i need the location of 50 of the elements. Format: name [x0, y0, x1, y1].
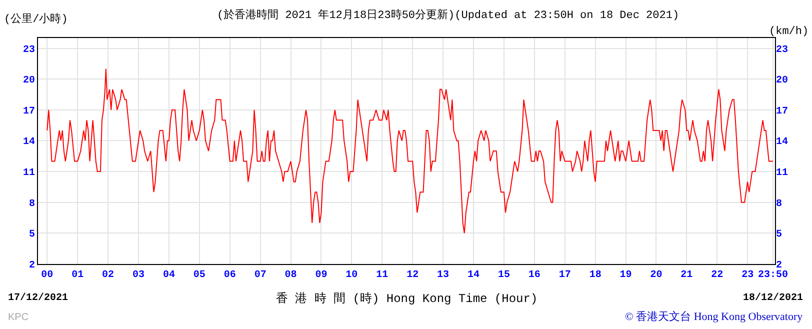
y-axis-title: (公里/小時) — [4, 12, 68, 26]
x-tick-label: 06 — [224, 270, 236, 281]
x-tick-label: 00 — [41, 270, 54, 281]
y-tick-label: 14 — [22, 137, 35, 148]
x-tick-label: 14 — [467, 270, 480, 281]
y2-tick-label: 8 — [776, 198, 782, 210]
y-tick-label: 17 — [22, 106, 35, 118]
x-tick-label: 15 — [498, 270, 510, 281]
x-tick-label: 20 — [650, 270, 662, 281]
x-tick-label: 05 — [193, 270, 206, 281]
x-tick-label: 23:50 — [758, 270, 788, 281]
y2-tick-label: 11 — [776, 168, 788, 180]
x-tick-label: 07 — [254, 270, 266, 281]
line-series — [46, 68, 774, 234]
x-tick-label: 22 — [711, 270, 724, 281]
y-tick-label: 23 — [22, 44, 35, 56]
text: © 香港天文台 Hong Kong Observatory — [625, 310, 804, 323]
y2-tick-label: 20 — [776, 76, 788, 87]
y2-tick-label: 5 — [776, 230, 782, 241]
y-tick-label: 20 — [22, 76, 35, 87]
x-tick-label: 04 — [162, 270, 175, 281]
x-tick-label: 03 — [132, 270, 145, 281]
text: 18/12/2021 — [743, 292, 804, 304]
y2-tick-label: 2 — [776, 260, 782, 272]
chart-title: (於香港時間 2021 年12月18日23時50分更新)(Updated at 23:50H on 18 Dec 2021) — [217, 8, 680, 22]
y2-tick-label: 23 — [776, 44, 788, 56]
x-tick-label: 12 — [406, 270, 419, 281]
x-tick-label: 19 — [620, 270, 632, 281]
x-tick-label: 17 — [558, 270, 571, 281]
y-tick-label: 8 — [28, 198, 35, 210]
x-tick-label: 09 — [315, 270, 328, 281]
x-tick-label: 02 — [102, 270, 114, 281]
x-tick-label: 21 — [680, 270, 693, 281]
y-tick-label: 5 — [28, 230, 35, 241]
x-tick-label: 16 — [528, 270, 540, 281]
x-tick-label: 08 — [284, 270, 297, 281]
x-tick-label: 18 — [589, 270, 602, 281]
x-tick-label: 11 — [376, 270, 388, 281]
x-tick-label: 10 — [346, 270, 358, 281]
x-tick-label: 01 — [72, 270, 84, 281]
y2-axis-title: (km/h) — [769, 26, 809, 38]
y-tick-label: 2 — [28, 260, 35, 272]
y2-tick-label: 17 — [776, 106, 788, 118]
x-axis-title: 香 港 時 間 (時) Hong Kong Time (Hour) — [276, 292, 538, 306]
x-tick-label: 13 — [437, 270, 450, 281]
y-tick-label: 11 — [22, 168, 35, 180]
y2-tick-label: 14 — [776, 137, 788, 148]
text: KPC — [8, 312, 29, 323]
text: 17/12/2021 — [8, 292, 68, 304]
x-tick-label: 23 — [742, 270, 754, 281]
